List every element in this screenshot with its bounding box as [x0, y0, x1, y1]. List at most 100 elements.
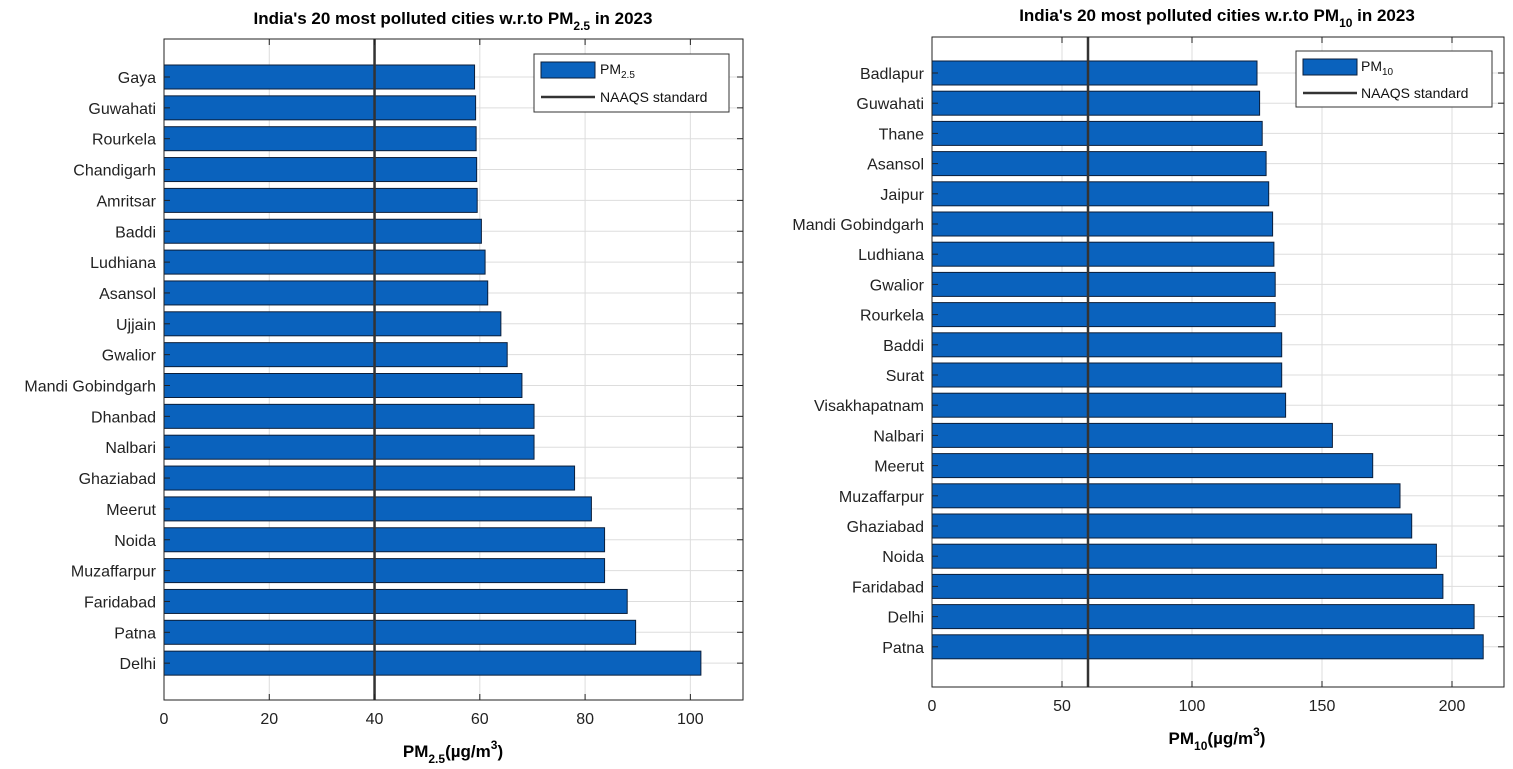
bar	[163, 373, 523, 398]
x-tick-label: 100	[677, 711, 704, 728]
bar	[163, 527, 606, 553]
bar	[163, 558, 606, 584]
bar	[163, 619, 637, 645]
bar	[931, 151, 1267, 177]
bar	[163, 280, 489, 306]
category-label: Ujjain	[116, 317, 156, 334]
legend-series-label: PM2.5	[600, 61, 635, 81]
bar	[931, 241, 1275, 267]
category-label: Jaipur	[880, 187, 924, 204]
chart-title: India's 20 most polluted cities w.r.to P…	[1019, 6, 1415, 30]
category-label: Ludhiana	[90, 255, 156, 272]
pm10-chart: India's 20 most polluted cities w.r.to P…	[792, 6, 1505, 753]
category-label: Asansol	[867, 157, 924, 174]
bar	[931, 271, 1276, 297]
bar	[163, 465, 576, 491]
bar	[931, 60, 1258, 86]
category-label: Badlapur	[860, 66, 925, 83]
bar	[931, 332, 1283, 358]
category-label: Visakhapatnam	[814, 398, 924, 415]
axis-ticks	[931, 37, 1504, 687]
legend-series-swatch	[540, 61, 596, 79]
bar	[931, 573, 1444, 599]
category-label: Mandi Gobindgarh	[792, 217, 924, 234]
category-label: Ghaziabad	[79, 471, 156, 488]
bar	[931, 634, 1484, 660]
category-label: Faridabad	[852, 579, 924, 596]
x-tick-label: 0	[160, 711, 169, 728]
category-label: Chandigarh	[73, 163, 156, 180]
category-label: Noida	[114, 533, 156, 550]
pm25-chart: India's 20 most polluted cities w.r.to P…	[24, 9, 744, 766]
bar	[163, 403, 535, 429]
category-label: Baddi	[883, 338, 924, 355]
category-label: Mandi Gobindgarh	[24, 379, 156, 396]
category-label: Baddi	[115, 224, 156, 241]
legend-standard-label: NAAQS standard	[600, 89, 707, 105]
category-label: Nalbari	[105, 440, 156, 457]
x-tick-labels: 0 50 100 150 200	[928, 698, 1466, 715]
category-label: Muzaffarpur	[71, 564, 157, 581]
bar	[163, 342, 508, 368]
category-label: Surat	[886, 368, 925, 385]
bar	[931, 392, 1287, 418]
legend-standard-label: NAAQS standard	[1361, 85, 1468, 101]
bar	[931, 453, 1374, 479]
x-tick-label: 100	[1179, 698, 1206, 715]
category-label: Meerut	[874, 459, 924, 476]
bar	[163, 218, 482, 244]
bar	[163, 588, 628, 614]
bar	[163, 311, 502, 337]
bar	[163, 434, 535, 460]
x-tick-labels: 0 20 40 60 80 100	[160, 711, 704, 728]
chart-title: India's 20 most polluted cities w.r.to P…	[254, 9, 653, 33]
x-tick-label: 150	[1309, 698, 1336, 715]
bar	[163, 95, 477, 121]
x-tick-label: 0	[928, 698, 937, 715]
category-label: Meerut	[106, 502, 156, 519]
bar	[163, 187, 478, 213]
legend-series-swatch	[1302, 58, 1358, 76]
category-label: Ludhiana	[858, 247, 924, 264]
category-label: Dhanbad	[91, 409, 156, 426]
category-labels: Badlapur Guwahati Thane Asansol Jaipur Mandi …	[792, 66, 924, 657]
category-label: Rourkela	[860, 308, 924, 325]
category-label: Noida	[882, 549, 924, 566]
x-tick-label: 20	[260, 711, 278, 728]
bar	[931, 483, 1401, 509]
bar	[931, 90, 1261, 116]
category-label: Patna	[882, 640, 924, 657]
bar	[931, 211, 1274, 237]
category-label: Gwalior	[870, 277, 925, 294]
category-label: Thane	[879, 126, 924, 143]
category-label: Guwahati	[856, 96, 924, 113]
bar	[931, 362, 1283, 388]
category-labels: Gaya Guwahati Rourkela Chandigarh Amritsar Ba…	[24, 70, 156, 673]
bar	[163, 650, 702, 676]
category-label: Ghaziabad	[847, 519, 924, 536]
category-label: Muzaffarpur	[839, 489, 925, 506]
bars	[163, 64, 702, 676]
legend-series-label: PM10	[1361, 58, 1394, 78]
bar	[931, 120, 1263, 146]
plot-frame	[163, 38, 744, 701]
bar	[163, 157, 478, 183]
x-tick-label: 200	[1439, 698, 1466, 715]
category-label: Asansol	[99, 286, 156, 303]
category-label: Delhi	[888, 610, 924, 627]
category-label: Delhi	[120, 656, 156, 673]
x-tick-label: 50	[1053, 698, 1071, 715]
bar	[931, 513, 1413, 539]
bar	[163, 496, 592, 522]
x-axis-label: PM10(µg/m3)	[1169, 725, 1266, 753]
category-label: Amritsar	[96, 193, 156, 210]
category-label: Guwahati	[88, 101, 156, 118]
bar	[931, 181, 1270, 207]
category-label: Rourkela	[92, 132, 156, 149]
bar	[163, 64, 476, 90]
category-label: Faridabad	[84, 594, 156, 611]
bar	[931, 543, 1437, 569]
category-label: Patna	[114, 625, 156, 642]
x-tick-label: 80	[576, 711, 594, 728]
